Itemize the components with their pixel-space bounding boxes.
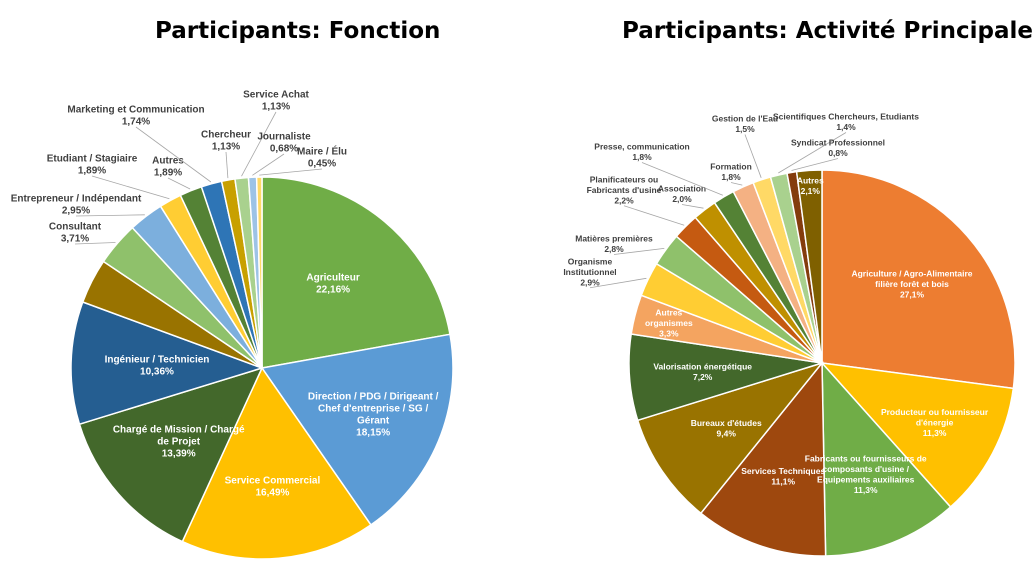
data-label-valorisation-energetique: Valorisation énergétique 7,2%: [653, 362, 752, 383]
data-label-association: Association 2,0%: [658, 184, 706, 205]
pie-chart-activite: Agriculture / Agro-Alimentaire filière fo…: [563, 112, 1016, 557]
leader-line-journaliste: [252, 153, 285, 176]
leader-line-organisme-institutionnel: [589, 277, 647, 289]
data-label-syndicat-professionnel: Syndicat Professionnel 0,8%: [791, 138, 885, 159]
chart-title-fonction: Participants: Fonction: [155, 18, 441, 44]
data-label-agriculture-agro-alimentaire-filiere-foret-et-bois: Agriculture / Agro-Alimentaire filière fo…: [851, 269, 972, 300]
pie-chart-fonction: Agriculteur 22,16% Direction / PDG / Dirig…: [11, 90, 454, 560]
data-label-marketing-et-communication: Marketing et Communication 1,74%: [67, 105, 204, 128]
data-label-entrepreneur-independant: Entrepreneur / Indépendant 2,95%: [11, 194, 142, 217]
data-label-bureaux-d-etudes: Bureaux d'études 9,4%: [691, 418, 762, 439]
data-label-maire-elu: Maire / Élu 0,45%: [297, 145, 347, 170]
data-label-etudiant-stagiaire: Etudiant / Stagiaire 1,89%: [47, 154, 138, 177]
data-label-autres: Autres 1,89%: [152, 156, 184, 179]
data-label-ingenieur-technicien: Ingénieur / Technicien 10,36%: [105, 355, 210, 378]
pie-slice-service-commercial: [181, 366, 372, 560]
pie-slice-agriculteur: [261, 176, 451, 369]
pie-slice-services-techniques: [699, 360, 827, 557]
leader-line-marketing-et-communication: [135, 126, 212, 183]
data-label-matieres-premieres: Matières premières 2,8%: [575, 234, 653, 255]
data-label-service-achat: Service Achat 1,13%: [243, 90, 309, 113]
data-label-agriculteur: Agriculteur 22,16%: [306, 273, 359, 296]
leader-line-planificateurs-ou-fabricants-d-usine: [623, 205, 685, 226]
data-label-services-techniques: Services Techniques 11,1%: [741, 466, 825, 487]
leader-line-association: [681, 204, 704, 209]
leader-line-formation: [730, 182, 743, 186]
data-label-presse-communication: Presse, communication 1,8%: [594, 142, 689, 163]
leader-line-matieres-premieres: [613, 248, 665, 255]
chart-title-activite: Participants: Activité Principale: [622, 18, 1033, 44]
data-label-fabricants-ou-fournisseurs-de-composants-d-usine-equipements-auxiliaires: Fabricants ou fournisseurs de composants …: [805, 454, 927, 496]
leader-line-entrepreneur-independant: [75, 214, 145, 217]
leader-line-syndicat-professionnel: [791, 158, 839, 171]
pie-slice-maire-elu: [255, 176, 263, 369]
pie-slice-charge-de-mission-charge-de-projet: [78, 366, 264, 543]
data-label-planificateurs-ou-fabricants-d-usine: Planificateurs ou Fabricants d'usine 2,2%: [587, 174, 662, 205]
leader-line-consultant: [74, 242, 116, 245]
leader-line-presse-communication: [641, 162, 723, 196]
pie-slice-bureaux-d-etudes: [636, 361, 825, 515]
leader-line-maire-elu: [259, 168, 323, 176]
leader-line-gestion-de-l-eau: [744, 134, 762, 178]
data-label-journaliste: Journaliste 0,68%: [257, 132, 311, 155]
pie-slice-ingenieur-technicien: [70, 301, 265, 426]
data-label-chercheur: Chercheur 1,13%: [201, 130, 251, 153]
leader-line-autres: [167, 177, 191, 190]
data-label-autres-organismes: Autres organismes 3,3%: [645, 308, 693, 339]
data-label-gestion-de-l-eau: Gestion de l'Eau 1,5%: [712, 114, 778, 135]
data-label-consultant: Consultant 3,71%: [49, 222, 102, 245]
data-label-direction-pdg-dirigeant-chef-d-entreprise-sg-gerant: Direction / PDG / Dirigeant / Chef d'entr…: [308, 392, 439, 439]
data-label-service-commercial: Service Commercial 16,49%: [225, 475, 321, 498]
pie-slice-fabricants-ou-fournisseurs-de-composants-d-usine-equipements-auxiliaires: [821, 360, 952, 557]
leader-line-service-achat: [241, 111, 277, 177]
leader-line-etudiant-stagiaire: [91, 175, 170, 200]
pie-slice-producteur-ou-fournisseur-d-energie: [820, 361, 1015, 509]
data-label-formation: Formation 1,8%: [710, 162, 752, 183]
pie-slice-agriculture-agro-alimentaire-filiere-foret-et-bois: [821, 169, 1016, 390]
data-label-producteur-ou-fournisseur-d-energie: Producteur ou fournisseur d'énergie 11,3%: [881, 407, 989, 438]
data-label-charge-de-mission-charge-de-projet: Chargé de Mission / Chargé de Projet 13,39…: [113, 425, 245, 460]
data-label-scientifiques-chercheurs-etudiants: Scientifiques Chercheurs, Etudiants 1,4%: [773, 112, 919, 133]
pie-slice-autres: [795, 169, 823, 364]
leader-line-chercheur: [225, 151, 229, 179]
data-label-autres: Autres 2,1%: [797, 176, 824, 197]
leader-line-scientifiques-chercheurs-etudiants: [778, 132, 847, 174]
pie-slice-direction-pdg-dirigeant-chef-d-entreprise-sg-gerant: [260, 333, 454, 526]
data-label-organisme-institutionnel: Organisme Institutionnel 2,9%: [563, 256, 616, 287]
